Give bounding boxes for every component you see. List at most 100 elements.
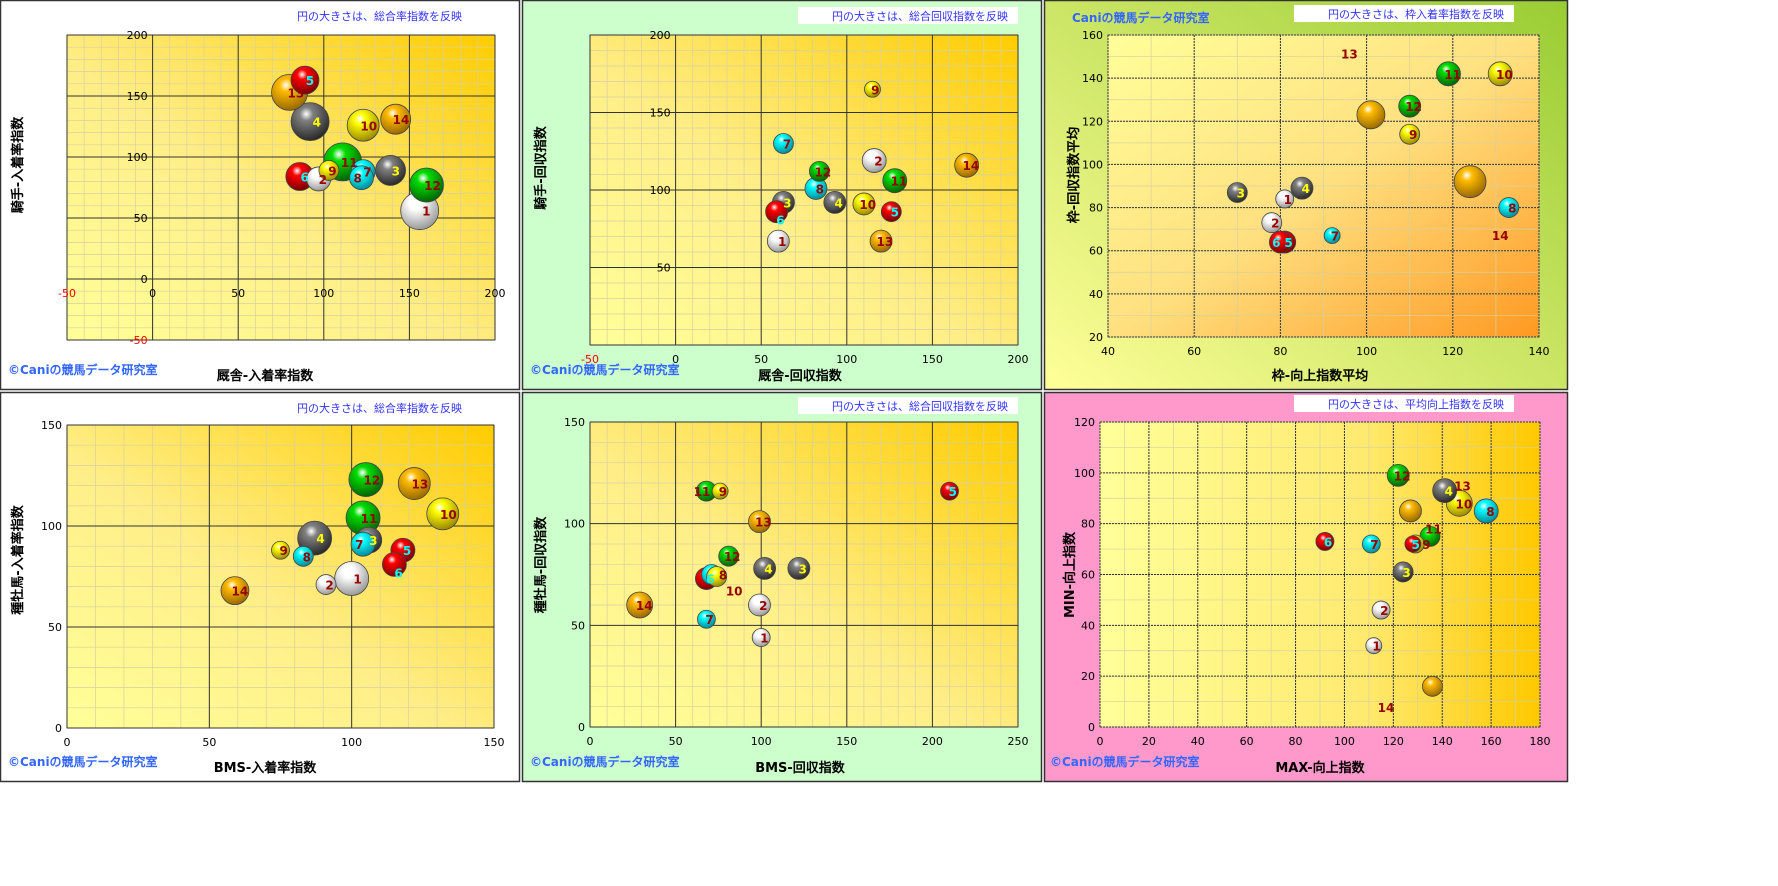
bubble-horse-1: [1365, 637, 1383, 655]
y-tick-label: 100: [1074, 467, 1095, 480]
bubble-label-14: 14: [962, 159, 979, 173]
x-tick-label: 150: [836, 735, 857, 748]
plot-area: [66, 424, 495, 729]
x-tick-label: 0: [149, 287, 156, 300]
y-tick-label: 100: [564, 518, 585, 531]
bubble-horse-12: [1386, 463, 1410, 487]
bubble-label-8: 8: [353, 172, 361, 186]
x-tick-label: 150: [399, 287, 420, 300]
y-tick-label: 120: [1082, 115, 1103, 128]
y-tick-label: 160: [1082, 29, 1103, 42]
y-tick-label: 100: [1082, 158, 1103, 171]
bubble-label-3: 3: [783, 196, 791, 210]
bubble-horse-13: [397, 467, 431, 500]
x-axis-title: BMS-入着率指数: [214, 760, 318, 776]
bubble-horse-6: [1315, 532, 1335, 551]
bubble-horse-3: [1226, 182, 1248, 203]
bubble-label-4: 4: [316, 532, 324, 546]
bubble-label-11: 11: [1444, 68, 1461, 82]
x-tick-label: 120: [1442, 345, 1463, 358]
bubble-horse-7: [1361, 534, 1381, 554]
y-tick-label: 100: [127, 151, 148, 164]
x-tick-label: -50: [581, 353, 599, 366]
x-tick-label: 100: [313, 287, 334, 300]
x-tick-label: 150: [484, 736, 505, 749]
chart-panel-1: -50 0 50 100 150 200 -50 0 50 100 150 200 厩舎-入着率指数 騎手…: [0, 0, 521, 391]
copyright-label: ©Caniの競馬データ研究室: [8, 754, 158, 769]
y-tick-label: 40: [1081, 619, 1095, 632]
x-tick-label: 50: [231, 287, 245, 300]
copyright-label: ©Caniの競馬データ研究室: [1050, 754, 1200, 769]
x-tick-label: 200: [1008, 353, 1029, 366]
bubble-horse-2: [861, 148, 887, 173]
bubble-size-note: 円の大きさは、総合率指数を反映: [297, 401, 462, 415]
bubble-horse-6: [381, 551, 407, 577]
y-tick-label: 60: [1081, 569, 1095, 582]
y-tick-label: 150: [127, 90, 148, 103]
bubble-label-2: 2: [874, 155, 882, 169]
bubble-horse-10: [346, 108, 380, 142]
bubble-label-12: 12: [424, 179, 441, 193]
x-axis-title: 厩舎-入着率指数: [217, 368, 314, 384]
y-axis-title: 騎手-入着率指数: [10, 116, 26, 213]
chart-panel-4: 0 50 100 150 0 50 100 150 BMS-入着率指数 種牡馬-入着率指数 円の大き…: [0, 391, 521, 783]
bubble-label-2: 2: [1271, 217, 1279, 231]
bubble-label-6: 6: [706, 573, 714, 587]
x-tick-label: 80: [1273, 345, 1287, 358]
bubble-label-3: 3: [392, 164, 400, 178]
bubble-label-7: 7: [705, 613, 713, 627]
bubble-horse-5: [880, 201, 902, 223]
y-tick-label: 60: [1089, 245, 1103, 258]
copyright-label: ©Caniの競馬データ研究室: [8, 362, 158, 377]
bubble-horse-8: [292, 545, 314, 567]
bubble-label-5: 5: [306, 74, 314, 88]
x-tick-label: 100: [341, 736, 362, 749]
bubble-label-8: 8: [1486, 505, 1494, 519]
bubble-horse-12: [718, 545, 740, 567]
bubble-label-14: 14: [636, 599, 653, 613]
bubble-horse-2: [315, 574, 337, 595]
bubble-label-1: 1: [422, 205, 430, 219]
bubble-label-11: 11: [694, 485, 711, 499]
x-axis-title: 厩舎-回収指数: [758, 368, 842, 384]
bubble-label-14: 14: [232, 585, 249, 599]
x-tick-label: 0: [672, 353, 679, 366]
bubble-label-10: 10: [859, 198, 876, 212]
bubble-label-11: 11: [891, 175, 908, 189]
bubble-label-5: 5: [1412, 538, 1420, 552]
copyright-label: ©Caniの競馬データ研究室: [530, 754, 680, 769]
bubble-horse-8: [1498, 197, 1520, 218]
x-tick-label: 50: [669, 735, 683, 748]
bubble-label-5: 5: [891, 206, 899, 220]
bubble-label-12: 12: [1405, 100, 1422, 114]
bubble-horse-12: [348, 462, 384, 497]
bubble-label-9: 9: [279, 544, 287, 558]
bubble-label-1: 1: [1372, 640, 1380, 654]
x-tick-label: 100: [836, 353, 857, 366]
chart-panel-2: -50 0 50 100 150 200 50 100 150 200 厩舎-回収指数 騎手-回収指数…: [521, 0, 1043, 391]
x-tick-label: 50: [754, 353, 768, 366]
bubble-horse-13: [1356, 100, 1386, 130]
y-tick-label: 20: [1081, 670, 1095, 683]
bubble-label-14: 14: [393, 113, 410, 127]
bubble-horse-9: [318, 160, 340, 181]
bubble-label-1: 1: [778, 235, 786, 249]
bubble-label-12: 12: [1394, 469, 1411, 483]
bubble-label-1: 1: [760, 632, 768, 646]
y-axis-title: 騎手-回収指数: [533, 125, 549, 209]
bubble-horse-10: [426, 497, 460, 531]
bubble-horse-12: [1398, 94, 1422, 118]
x-tick-label: 100: [1334, 735, 1355, 748]
y-tick-label: 0: [141, 273, 148, 286]
bubble-horse-7: [773, 133, 794, 154]
bubble-horse-1: [766, 229, 790, 253]
bubble-label-4: 4: [1445, 485, 1453, 499]
bubble-horse-10: [1487, 61, 1513, 87]
bubble-label-9: 9: [328, 164, 336, 178]
bubble-horse-1: [751, 628, 771, 647]
x-tick-label: -50: [58, 287, 76, 300]
y-axis-title: 種牡馬-入着率指数: [10, 504, 26, 614]
